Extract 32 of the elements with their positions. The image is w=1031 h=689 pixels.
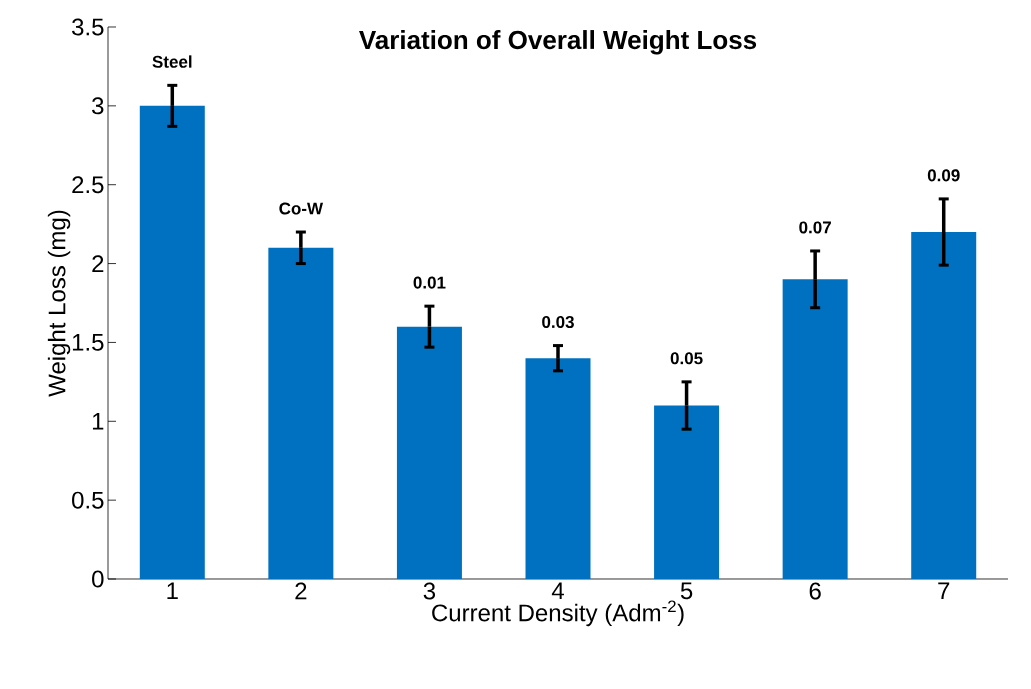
x-tick-label: 5 — [680, 582, 693, 600]
x-tick-label: 3 — [423, 582, 436, 600]
y-tick-label: 0.5 — [72, 491, 104, 509]
y-tick-label: 3.5 — [72, 18, 104, 36]
annotation: 0.01 — [413, 276, 446, 289]
x-axis-title: Current Density (Adm$^{-2}$) — [432, 600, 684, 627]
bar — [139, 105, 205, 579]
annotation: 0.03 — [542, 315, 574, 329]
y-tick-label: 2 — [92, 255, 104, 272]
x-tick-label: 2 — [295, 582, 307, 600]
annotation: Steel — [152, 55, 192, 68]
y-tick-label: 2.5 — [72, 176, 104, 194]
annotation: 0.07 — [799, 221, 831, 234]
bar — [268, 247, 334, 579]
y-tick-label: 3 — [92, 97, 104, 115]
y-tick-label: 0 — [92, 570, 104, 588]
annotation: 0.05 — [670, 352, 703, 365]
bar — [525, 358, 591, 579]
x-tick-label: 1 — [167, 582, 178, 600]
chart-title: Variation of Overall Weight Loss — [359, 30, 757, 55]
x-tick-label: 6 — [809, 582, 821, 600]
x-tick-label: 4 — [551, 582, 564, 600]
x-tick-label: 7 — [938, 582, 950, 600]
annotation: 0.09 — [927, 169, 960, 182]
bar — [396, 326, 462, 579]
y-tick-label: 1.5 — [72, 334, 104, 351]
annotation: Co-W — [279, 202, 324, 215]
y-tick-label: 1 — [92, 413, 104, 430]
bar — [782, 279, 848, 579]
bar — [911, 232, 977, 579]
y-axis-title: Weight Loss (mg) — [47, 210, 71, 397]
bar — [654, 405, 720, 579]
